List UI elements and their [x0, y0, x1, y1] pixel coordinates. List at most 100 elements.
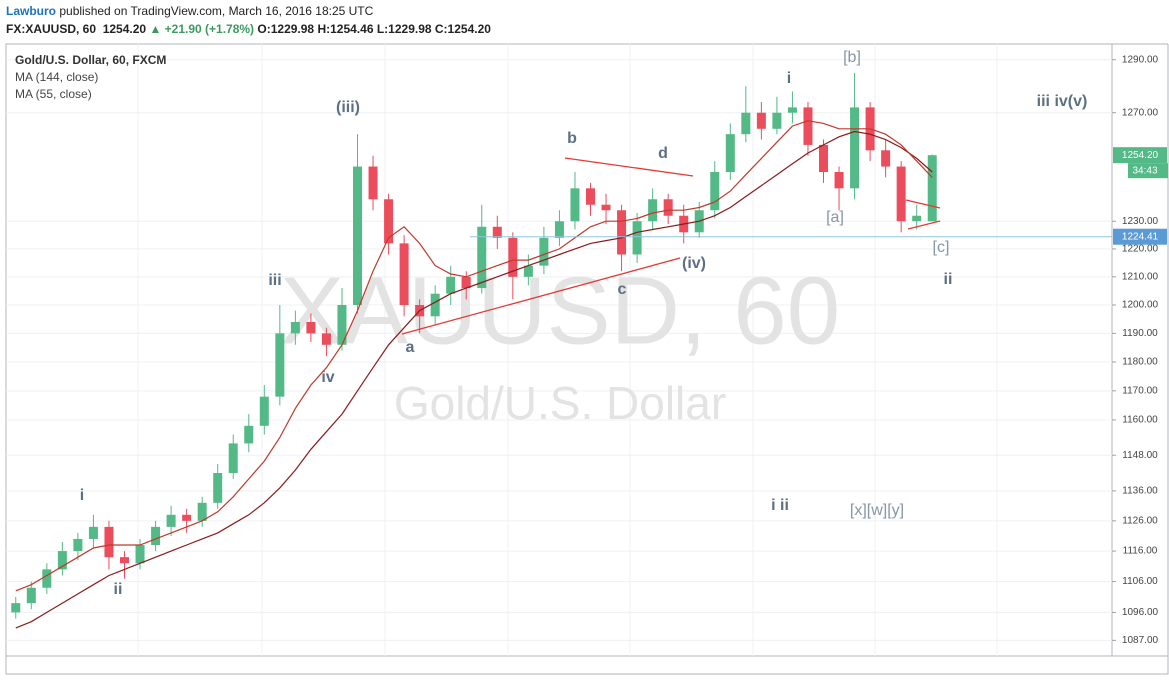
wave-label: i ii: [771, 497, 789, 514]
plot-frame: [5, 43, 1113, 657]
open: O:1229.98: [257, 22, 315, 36]
candle-body: [337, 304, 347, 345]
candle-body: [104, 526, 114, 558]
wave-label: a: [406, 339, 415, 356]
y-tick-label: 1106.00: [1122, 576, 1158, 587]
candle-body: [182, 514, 192, 521]
candle-body: [57, 551, 67, 570]
close: C:1254.20: [434, 22, 491, 36]
last-price-label: 1254.20: [1122, 150, 1159, 161]
candle-body: [601, 204, 611, 211]
price-line-label: 1224.41: [1122, 231, 1159, 242]
publisher[interactable]: Lawburo: [6, 4, 56, 18]
wave-label: i: [787, 70, 791, 87]
wave-label: iv: [321, 369, 334, 386]
header: Lawburo published on TradingView.com, Ma…: [0, 0, 1169, 42]
candle-body: [151, 526, 161, 546]
candle-body: [508, 237, 518, 277]
candle-body: [477, 226, 487, 289]
y-tick-label: 1180.00: [1122, 357, 1158, 368]
candle-body: [617, 210, 627, 255]
y-axis: 1087.00 1096.00 1106.00 1116.00 1126.00 1136.…: [1112, 54, 1168, 646]
candle-body: [819, 144, 828, 172]
wave-label: ii: [114, 581, 123, 598]
wave-label: [b]: [843, 49, 861, 66]
symbol: FX:XAUUSD, 60: [6, 22, 97, 36]
candle-body: [927, 155, 937, 222]
candle-body: [26, 587, 36, 604]
wave-label: ii: [944, 271, 953, 288]
candle-body: [259, 396, 269, 426]
y-tick-label: 1200.00: [1122, 300, 1159, 311]
candle-body: [772, 112, 782, 129]
candle-body: [756, 112, 766, 129]
wave-label: d: [658, 145, 668, 162]
wave-label: b: [567, 130, 577, 147]
candle-body: [492, 226, 502, 238]
wave-label: i: [80, 487, 84, 504]
y-tick-label: 1190.00: [1122, 328, 1158, 339]
trendlines: [401, 157, 941, 335]
wave-label: iii: [268, 272, 281, 289]
candle-body: [554, 221, 564, 238]
price: 1254.20: [102, 22, 147, 36]
candle-body: [166, 514, 176, 527]
candle-body: [88, 526, 98, 539]
candle-body: [881, 150, 891, 167]
publish-line: Lawburo published on TradingView.com, Ma…: [6, 4, 373, 18]
candle-body: [368, 166, 378, 200]
candle-body: [290, 321, 300, 334]
candle-body: [710, 171, 720, 211]
y-tick-label: 1136.00: [1122, 485, 1158, 496]
wave-label: iii iv(v): [1037, 93, 1088, 110]
candle-body: [896, 166, 906, 222]
countdown-tag: [1128, 163, 1168, 179]
watermark: XAUUSD, 60: [280, 257, 840, 364]
candle-body: [539, 237, 549, 266]
y-tick-label: 1126.00: [1122, 515, 1158, 526]
time-axis: [5, 655, 1169, 675]
candle-body: [430, 293, 440, 317]
candle-body: [523, 265, 533, 277]
y-tick-label: 1160.00: [1122, 415, 1158, 426]
y-tick-label: 1087.00: [1122, 635, 1159, 646]
candle-body: [632, 221, 642, 255]
price-line-tag: [1113, 228, 1167, 245]
moving-average: [15, 130, 933, 629]
candle-body: [384, 199, 394, 244]
candle-body: [725, 134, 735, 172]
last-price-tag: [1113, 147, 1167, 164]
y-tick-label: 1096.00: [1122, 607, 1159, 618]
candle-body: [353, 166, 362, 305]
y-tick-label: 1116.00: [1123, 546, 1158, 557]
candle-body: [11, 603, 21, 613]
candle-body: [912, 215, 922, 222]
candle-body: [803, 107, 813, 145]
candle-body: [275, 333, 285, 397]
published: published on TradingView.com, March 16, …: [59, 4, 374, 18]
candle-body: [42, 569, 52, 588]
wave-label: [a]: [826, 209, 844, 226]
candle-body: [306, 321, 316, 334]
candle-body: [787, 107, 797, 113]
candle-body: [461, 276, 471, 289]
y-tick-label: 1220.00: [1122, 244, 1159, 255]
candle-body: [399, 243, 409, 305]
marks: [11, 72, 1112, 629]
low: L:1229.98: [376, 22, 432, 36]
candle-body: [120, 557, 129, 564]
wave-label: [c]: [933, 239, 950, 256]
candle-body: [741, 112, 751, 135]
wave-label: [x][w][y]: [850, 502, 904, 519]
candle-body: [586, 188, 595, 205]
wave-label: c: [618, 281, 627, 298]
candle-body: [73, 538, 83, 552]
candle-body: [648, 199, 658, 222]
candle-body: [321, 333, 331, 345]
legend-title: Gold/U.S. Dollar, 60, FXCM: [15, 53, 166, 67]
wave-label: (iii): [336, 99, 360, 116]
moving-average: [15, 120, 933, 592]
